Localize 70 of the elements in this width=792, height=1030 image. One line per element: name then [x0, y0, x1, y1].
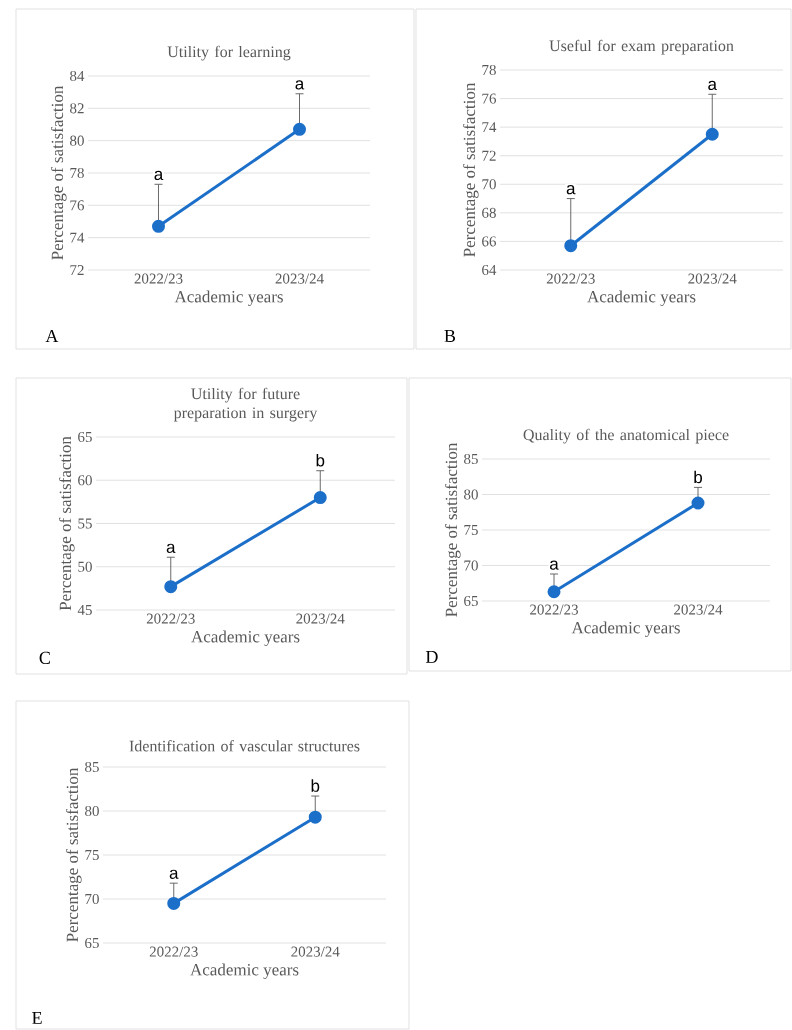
y-axis-title: Percentage of satisfaction — [444, 442, 461, 617]
x-tick-label: 2022/23 — [149, 946, 198, 957]
y-tick-label: 85 — [85, 761, 99, 773]
x-axis-title: Academic years — [587, 290, 696, 306]
y-axis-title: Percentage of satisfaction — [462, 82, 479, 257]
annotation: a — [550, 560, 559, 570]
x-axis-title: Academic years — [174, 290, 283, 306]
annotation: a — [154, 170, 164, 181]
y-tick-label: 60 — [78, 475, 92, 486]
y-axis-title: Percentage of satisfaction — [58, 436, 75, 611]
y-tick-label: 80 — [70, 135, 84, 146]
y-tick-label: 72 — [70, 265, 84, 275]
annotation: a — [169, 869, 179, 879]
y-tick-label: 72 — [482, 150, 496, 161]
y-tick-label: 68 — [482, 207, 496, 218]
x-tick-label: 2023/24 — [291, 946, 340, 957]
annotation: a — [708, 80, 717, 91]
y-tick-label: 78 — [70, 167, 84, 179]
y-tick-label: 85 — [464, 453, 478, 465]
y-tick-label: 78 — [482, 64, 496, 76]
y-tick-label: 65 — [78, 431, 92, 443]
y-tick-label: 84 — [70, 70, 85, 82]
annotation: b — [311, 779, 320, 792]
y-tick-label: 76 — [482, 93, 497, 104]
x-tick-label: 2022/23 — [546, 273, 595, 284]
y-tick-label: 65 — [85, 937, 99, 949]
x-tick-label: 2023/24 — [688, 273, 737, 284]
y-tick-label: 70 — [482, 179, 496, 190]
x-tick-label: 2023/24 — [674, 604, 723, 615]
y-tick-label: 75 — [85, 850, 99, 860]
y-tick-label: 75 — [464, 525, 478, 535]
annotation: b — [316, 454, 325, 467]
y-tick-label: 74 — [482, 122, 497, 133]
text: D — [425, 651, 438, 663]
y-axis-title: Percentage of satisfaction — [50, 85, 67, 260]
chart-title: Quality of the anatomical piece — [523, 428, 729, 444]
text: B — [444, 330, 456, 342]
y-axis-title: Percentage of satisfaction — [65, 767, 82, 942]
annotation: a — [166, 543, 176, 554]
chart-title: Utility for learning — [167, 45, 291, 61]
x-tick-label: 2022/23 — [530, 604, 579, 615]
x-tick-label: 2023/24 — [296, 613, 345, 624]
y-tick-label: 70 — [464, 560, 478, 571]
x-tick-label: 2023/24 — [275, 273, 324, 284]
y-tick-label: 64 — [482, 264, 497, 276]
y-tick-label: 55 — [78, 518, 92, 529]
text: E — [32, 1012, 42, 1024]
x-axis-title: Academic years — [191, 630, 300, 646]
y-tick-label: 74 — [70, 232, 85, 243]
y-tick-label: 45 — [77, 604, 92, 615]
y-tick-label: 65 — [464, 595, 478, 607]
x-axis-title: Academic years — [190, 963, 299, 979]
y-tick-label: 76 — [70, 200, 85, 211]
y-tick-label: 80 — [464, 489, 478, 500]
x-axis-title: Academic years — [571, 621, 680, 637]
x-tick-label: 2022/23 — [134, 273, 183, 284]
y-tick-label: 66 — [482, 236, 497, 247]
annotation: a — [295, 80, 305, 90]
chart-title: Utility for future preparation in surgery — [173, 387, 318, 422]
y-tick-label: 70 — [85, 893, 99, 905]
chart-title: Identification of vascular structures — [129, 740, 360, 752]
y-tick-label: 50 — [78, 561, 92, 572]
text: A — [45, 330, 59, 342]
chart-title: Useful for exam preparation — [549, 39, 734, 55]
annotation: b — [694, 470, 703, 484]
annotation: a — [566, 185, 576, 195]
y-tick-label: 80 — [85, 805, 99, 817]
text: C — [39, 651, 50, 664]
y-tick-label: 82 — [70, 103, 84, 114]
x-tick-label: 2022/23 — [146, 613, 195, 624]
